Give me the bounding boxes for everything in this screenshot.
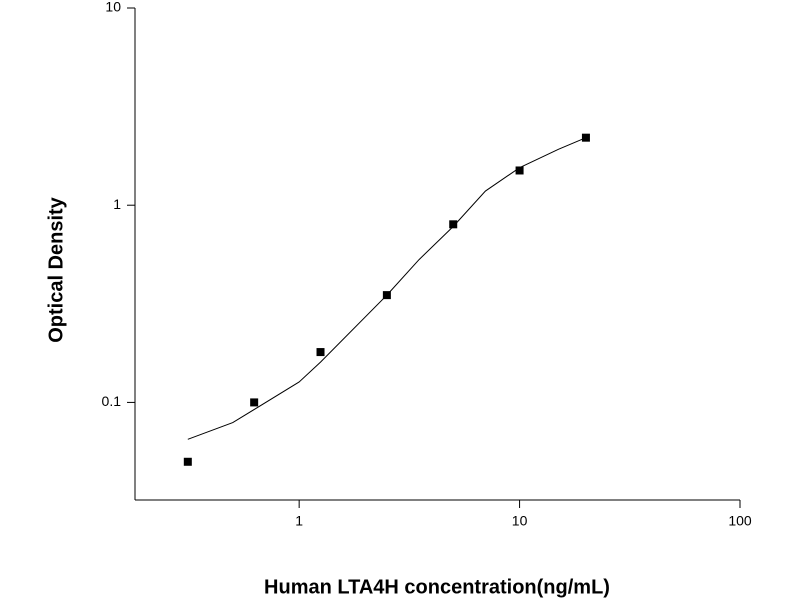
data-point <box>250 398 259 407</box>
data-point <box>183 457 192 466</box>
x-tick-label: 100 <box>728 513 752 529</box>
x-tick-label: 1 <box>295 513 303 529</box>
data-point <box>316 348 325 357</box>
x-tick-label: 10 <box>512 513 528 529</box>
y-tick-label: 0.1 <box>102 393 122 409</box>
y-tick-label: 1 <box>113 196 121 212</box>
fit-curve <box>187 137 587 440</box>
x-axis-title: Human LTA4H concentration(ng/mL) <box>264 576 610 598</box>
data-point <box>449 220 458 229</box>
y-tick-label: 10 <box>105 0 121 15</box>
data-point <box>581 133 590 142</box>
y-axis-title: Optical Density <box>45 196 67 342</box>
data-point <box>515 166 524 175</box>
